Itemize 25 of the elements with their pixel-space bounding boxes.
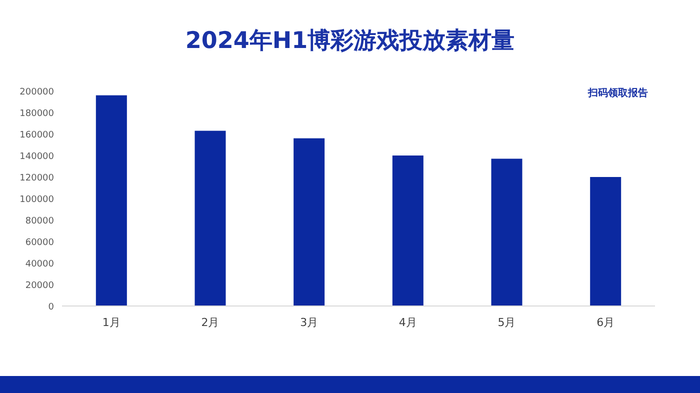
y-tick-label: 120000 <box>20 174 54 184</box>
x-tick-label: 6月 <box>596 316 615 329</box>
bar <box>590 177 622 306</box>
y-tick-label: 0 <box>48 302 54 312</box>
bar <box>491 158 522 306</box>
y-tick-label: 180000 <box>20 109 54 119</box>
y-tick-label: 40000 <box>25 260 54 270</box>
y-tick-label: 160000 <box>20 130 54 140</box>
y-tick-label: 100000 <box>20 195 54 205</box>
y-tick-label: 140000 <box>20 152 54 162</box>
annotation: 扫码领取报告 <box>587 87 648 99</box>
x-tick-label: 4月 <box>398 316 417 329</box>
bar <box>194 130 226 306</box>
bar <box>96 95 127 306</box>
x-tick-label: 2月 <box>201 316 220 329</box>
y-tick-label: 80000 <box>25 216 54 226</box>
x-tick-label: 3月 <box>300 316 318 329</box>
y-tick-label: 60000 <box>25 238 54 248</box>
x-tick-label: 1月 <box>102 316 120 329</box>
chart-title: 2024年H1博彩游戏投放素材量 <box>185 28 515 54</box>
bar <box>392 156 424 306</box>
bar <box>294 138 325 306</box>
x-tick-label: 5月 <box>498 316 516 329</box>
y-tick-label: 20000 <box>25 281 54 291</box>
y-tick-label: 200000 <box>20 88 54 98</box>
